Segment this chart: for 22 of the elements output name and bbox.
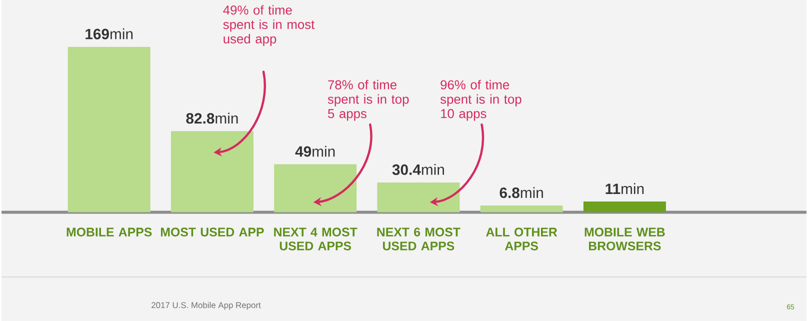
data-label: 82.8min xyxy=(186,112,238,124)
bar xyxy=(274,164,357,212)
data-label: 169min xyxy=(86,28,133,40)
text: 2017 U.S. Mobile App Report xyxy=(152,302,261,310)
bar xyxy=(68,46,150,212)
x-tick-label: MOST USED APP xyxy=(160,228,264,237)
data-label: 6.8min xyxy=(500,187,543,198)
text: 49% of time spent is in most used app xyxy=(223,5,315,46)
x-tick-label: MOBILE WEB BROWSERS xyxy=(584,228,665,250)
bar xyxy=(170,131,254,212)
data-label: 11min xyxy=(606,183,644,194)
x-tick-label: NEXT 4 MOST USED APPS xyxy=(274,228,358,250)
x-tick-label: ALL OTHER APPS xyxy=(486,228,558,250)
bar xyxy=(583,202,666,212)
bar xyxy=(480,206,563,212)
bar xyxy=(377,182,460,212)
annotation: 78% of time spent is in top 5 apps xyxy=(328,80,409,121)
data-label: 30.4min xyxy=(392,164,444,176)
x-tick-label: MOBILE APPS xyxy=(66,228,152,237)
data-label: 49min xyxy=(295,146,335,157)
x-tick-label: NEXT 6 MOST USED APPS xyxy=(377,228,460,250)
annotation: 96% of time spent is in top 10 apps xyxy=(440,80,522,121)
